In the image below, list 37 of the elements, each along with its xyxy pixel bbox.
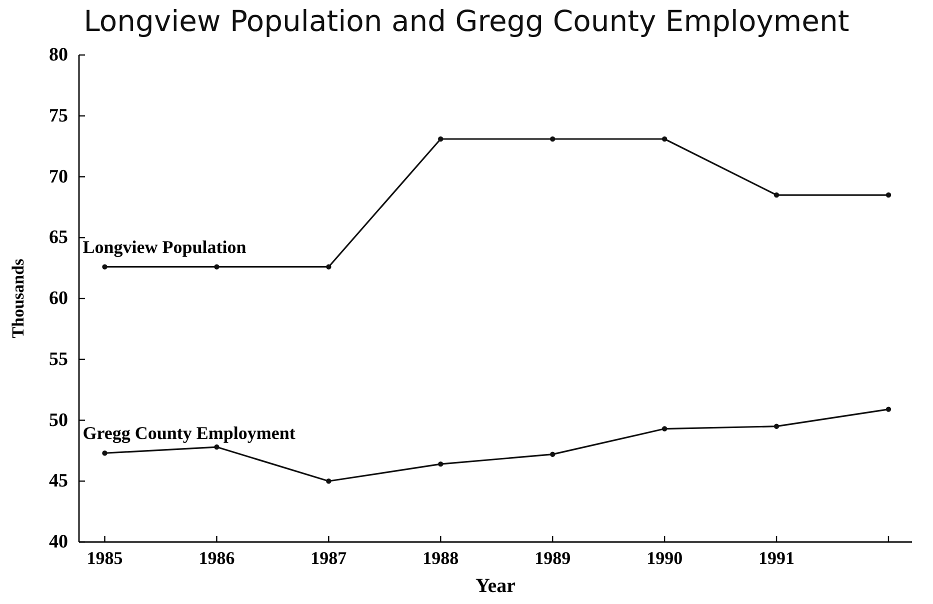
point — [774, 192, 780, 198]
point — [102, 450, 108, 456]
point — [438, 461, 444, 467]
x-tick-label: 1988 — [422, 548, 459, 568]
point — [102, 264, 108, 270]
x-tick-label: 1990 — [646, 548, 683, 568]
point — [886, 192, 892, 198]
x-tick-label: 1989 — [534, 548, 571, 568]
point — [662, 136, 668, 142]
y-tick-label: 75 — [49, 105, 68, 126]
point — [550, 452, 556, 457]
point — [438, 136, 444, 142]
y-tick-label: 50 — [49, 410, 68, 431]
point — [774, 424, 780, 429]
y-tick-label: 60 — [49, 288, 68, 309]
y-tick-label: 80 — [49, 44, 68, 66]
point — [214, 444, 220, 450]
point — [214, 264, 220, 270]
y-tick-label: 40 — [49, 532, 68, 552]
y-tick-label: 70 — [49, 166, 68, 188]
y-tick-label: 45 — [49, 470, 68, 492]
x-tick-label: 1985 — [86, 548, 123, 568]
point — [550, 136, 556, 142]
point — [886, 406, 892, 412]
x-tick-label: 1987 — [310, 548, 347, 568]
series-label: Gregg County Employment — [82, 423, 296, 444]
y-axis-title: Thousands — [8, 258, 28, 338]
y-tick-label: 65 — [49, 227, 68, 248]
point — [326, 478, 332, 484]
x-tick-label: 1986 — [198, 548, 235, 568]
x-tick-label: 1991 — [758, 548, 795, 568]
point — [662, 426, 668, 432]
y-tick-label: 55 — [49, 348, 68, 370]
x-axis-title: Year — [476, 575, 516, 597]
chart-title: Longview Population and Gregg County Employment — [82, 3, 850, 39]
series-label: Longview Population — [82, 236, 246, 257]
point — [326, 264, 332, 270]
